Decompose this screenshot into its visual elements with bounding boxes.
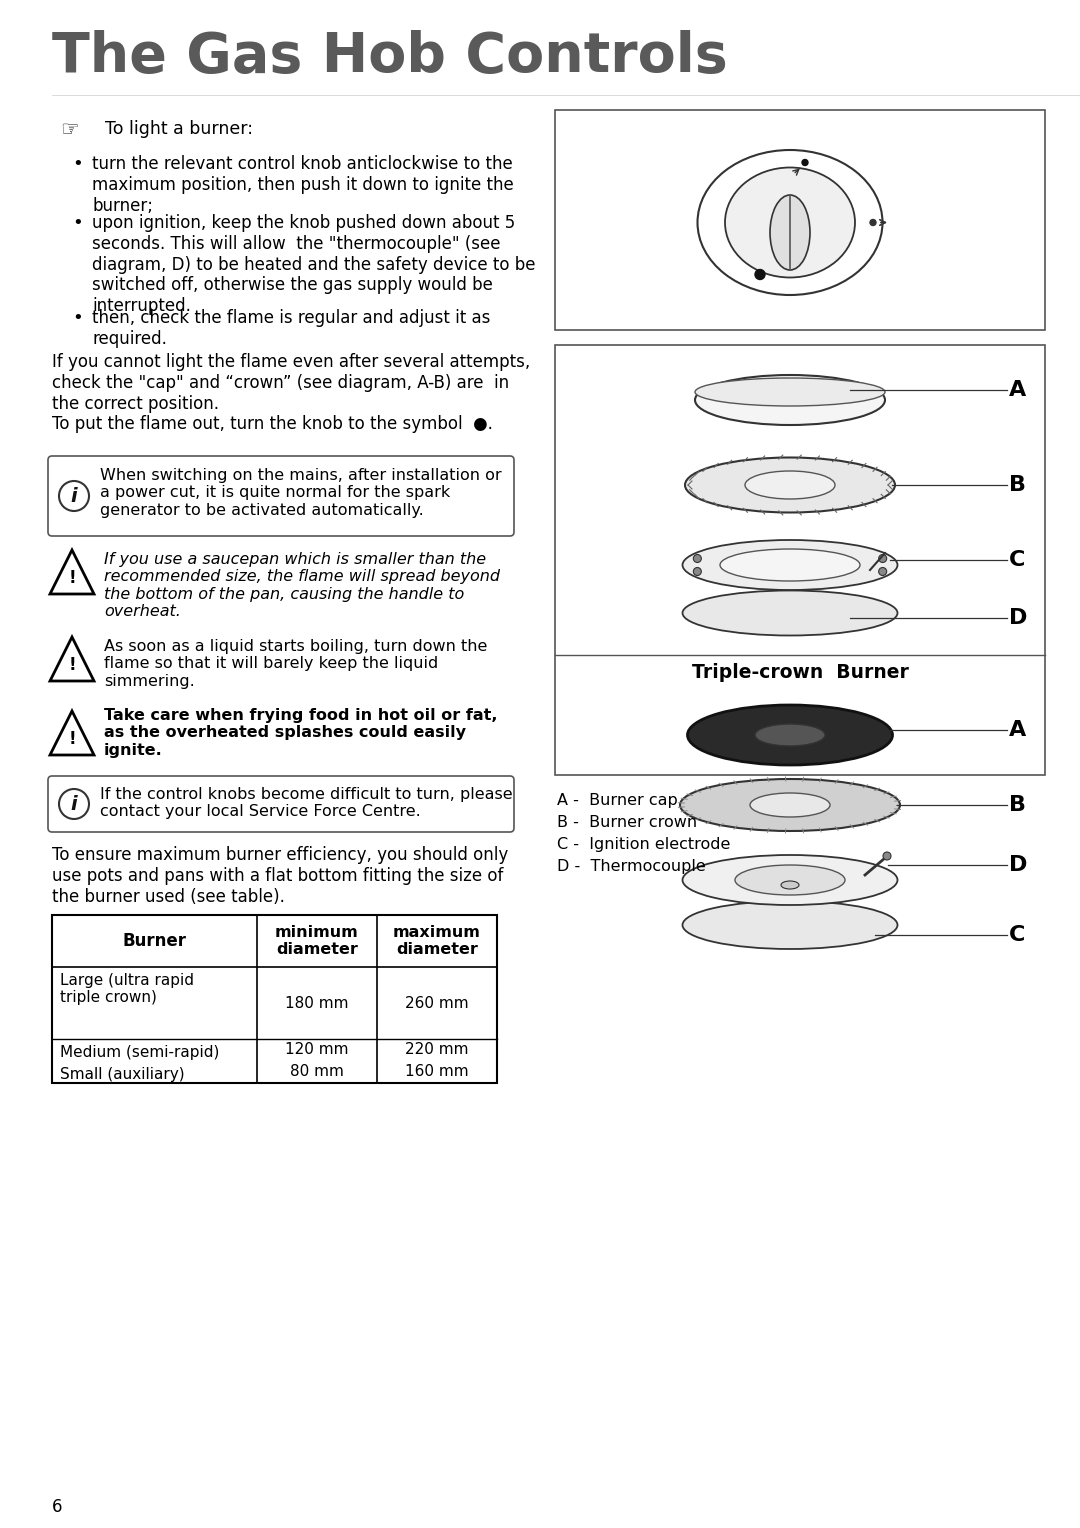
Ellipse shape — [725, 168, 855, 278]
Circle shape — [879, 567, 887, 576]
Text: 80 mm: 80 mm — [291, 1065, 343, 1079]
Ellipse shape — [698, 150, 882, 295]
Text: C: C — [1009, 550, 1025, 570]
Text: C -  Ignition electrode: C - Ignition electrode — [557, 837, 730, 853]
FancyBboxPatch shape — [48, 776, 514, 833]
Text: Small (auxiliary): Small (auxiliary) — [60, 1067, 185, 1082]
Circle shape — [802, 159, 808, 165]
Text: D -  Thermocouple: D - Thermocouple — [557, 859, 705, 874]
Circle shape — [879, 555, 887, 562]
Text: If the control knobs become difficult to turn, please
contact your local Service: If the control knobs become difficult to… — [100, 787, 513, 819]
Text: If you cannot light the flame even after several attempts,
check the "cap" and “: If you cannot light the flame even after… — [52, 353, 530, 413]
Text: As soon as a liquid starts boiling, turn down the
flame so that it will barely k: As soon as a liquid starts boiling, turn… — [104, 639, 487, 689]
Ellipse shape — [680, 779, 900, 831]
Text: !: ! — [68, 730, 76, 749]
Circle shape — [755, 269, 765, 280]
Text: B -  Burner crown: B - Burner crown — [557, 814, 697, 830]
Bar — [555, 110, 1045, 330]
Ellipse shape — [685, 457, 895, 512]
Circle shape — [870, 220, 876, 226]
Text: Large (ultra rapid
triple crown): Large (ultra rapid triple crown) — [60, 973, 194, 1005]
Text: C: C — [1009, 924, 1025, 944]
Ellipse shape — [750, 793, 831, 817]
Ellipse shape — [696, 374, 885, 425]
Text: 180 mm: 180 mm — [285, 996, 349, 1010]
Text: upon ignition, keep the knob pushed down about 5
seconds. This will allow  the ": upon ignition, keep the knob pushed down… — [92, 214, 536, 315]
Text: !: ! — [68, 656, 76, 674]
Text: To ensure maximum burner efficiency, you should only
use pots and pans with a fl: To ensure maximum burner efficiency, you… — [52, 847, 509, 906]
Text: D: D — [1009, 856, 1027, 876]
Text: When switching on the mains, after installation or
a power cut, it is quite norm: When switching on the mains, after insta… — [100, 468, 501, 518]
Bar — [555, 345, 1045, 775]
Text: To put the flame out, turn the knob to the symbol  ●.: To put the flame out, turn the knob to t… — [52, 416, 492, 432]
Ellipse shape — [683, 590, 897, 636]
FancyBboxPatch shape — [48, 455, 514, 536]
Ellipse shape — [755, 724, 825, 746]
Text: ☞: ☞ — [60, 121, 79, 141]
Text: Triple-crown  Burner: Triple-crown Burner — [691, 663, 908, 681]
Ellipse shape — [781, 882, 799, 889]
Ellipse shape — [745, 471, 835, 500]
Text: 6: 6 — [52, 1497, 63, 1516]
Circle shape — [59, 788, 89, 819]
Circle shape — [883, 853, 891, 860]
Text: A: A — [1009, 720, 1026, 740]
Ellipse shape — [683, 902, 897, 949]
Text: A -  Burner cap: A - Burner cap — [557, 793, 678, 808]
Text: 120 mm: 120 mm — [285, 1042, 349, 1057]
Text: Burner: Burner — [122, 932, 187, 950]
Text: •: • — [72, 309, 83, 327]
Text: •: • — [72, 214, 83, 232]
Text: Take care when frying food in hot oil or fat,
as the overheated splashes could e: Take care when frying food in hot oil or… — [104, 707, 498, 758]
Text: If you use a saucepan which is smaller than the
recommended size, the flame will: If you use a saucepan which is smaller t… — [104, 552, 500, 619]
Ellipse shape — [720, 549, 860, 581]
Text: 260 mm: 260 mm — [405, 996, 469, 1010]
Text: 160 mm: 160 mm — [405, 1065, 469, 1079]
Text: The Gas Hob Controls: The Gas Hob Controls — [52, 31, 728, 84]
Circle shape — [59, 481, 89, 510]
Text: Medium (semi-rapid): Medium (semi-rapid) — [60, 1045, 219, 1060]
Circle shape — [693, 555, 701, 562]
Ellipse shape — [688, 704, 892, 766]
Text: 220 mm: 220 mm — [405, 1042, 469, 1057]
Ellipse shape — [770, 196, 810, 270]
Text: turn the relevant control knob anticlockwise to the
maximum position, then push : turn the relevant control knob anticlock… — [92, 154, 514, 214]
Ellipse shape — [683, 539, 897, 590]
Text: !: ! — [68, 568, 76, 587]
Bar — [52, 915, 497, 1083]
Text: i: i — [70, 795, 78, 813]
Circle shape — [693, 567, 701, 576]
Text: minimum
diameter: minimum diameter — [275, 924, 359, 957]
Text: D: D — [1009, 608, 1027, 628]
Ellipse shape — [683, 856, 897, 905]
Text: •: • — [72, 154, 83, 173]
Text: To light a burner:: To light a burner: — [105, 121, 253, 138]
Ellipse shape — [735, 865, 845, 895]
Text: B: B — [1009, 795, 1026, 814]
Text: B: B — [1009, 475, 1026, 495]
Text: i: i — [70, 486, 78, 506]
Text: then, check the flame is regular and adjust it as
required.: then, check the flame is regular and adj… — [92, 309, 490, 348]
Text: maximum
diameter: maximum diameter — [393, 924, 481, 957]
Text: A: A — [1009, 380, 1026, 400]
Ellipse shape — [696, 377, 885, 406]
